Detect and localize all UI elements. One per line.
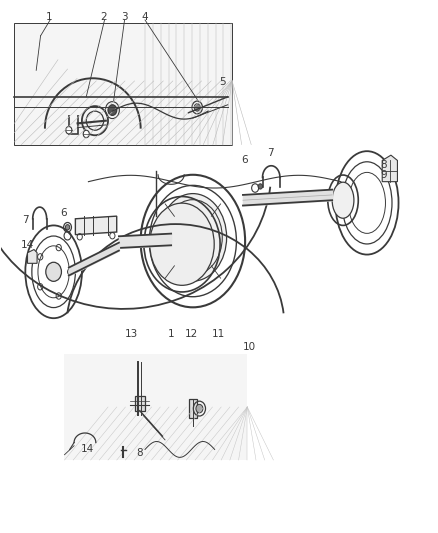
Text: 1: 1	[46, 12, 53, 22]
Text: 6: 6	[241, 156, 247, 165]
Text: 13: 13	[124, 329, 138, 340]
Text: 7: 7	[22, 215, 28, 225]
Polygon shape	[75, 216, 117, 235]
Circle shape	[108, 105, 117, 115]
Ellipse shape	[159, 193, 226, 281]
Circle shape	[66, 126, 72, 134]
Polygon shape	[382, 155, 397, 182]
Circle shape	[258, 184, 262, 189]
Text: 12: 12	[185, 329, 198, 340]
Circle shape	[65, 224, 70, 230]
Circle shape	[46, 262, 61, 281]
Text: 1: 1	[168, 329, 174, 340]
Text: 4: 4	[142, 12, 148, 22]
Text: 6: 6	[60, 208, 67, 219]
Ellipse shape	[332, 182, 354, 218]
Text: 8: 8	[380, 160, 387, 169]
Text: 2: 2	[100, 12, 107, 22]
Text: 7: 7	[267, 148, 274, 158]
Text: 9: 9	[380, 171, 387, 180]
Polygon shape	[28, 249, 37, 263]
Circle shape	[196, 405, 203, 413]
FancyBboxPatch shape	[135, 396, 145, 411]
FancyBboxPatch shape	[14, 22, 232, 144]
Text: 11: 11	[212, 329, 225, 340]
Text: 8: 8	[137, 448, 143, 458]
Text: 14: 14	[81, 445, 94, 455]
FancyBboxPatch shape	[189, 399, 197, 418]
Text: 14: 14	[21, 240, 34, 251]
Ellipse shape	[150, 203, 214, 285]
Circle shape	[83, 130, 89, 138]
FancyBboxPatch shape	[64, 354, 247, 460]
Text: 5: 5	[219, 77, 226, 87]
Text: 10: 10	[243, 342, 256, 352]
Circle shape	[194, 104, 200, 111]
Text: 3: 3	[121, 12, 128, 22]
Circle shape	[252, 184, 258, 192]
